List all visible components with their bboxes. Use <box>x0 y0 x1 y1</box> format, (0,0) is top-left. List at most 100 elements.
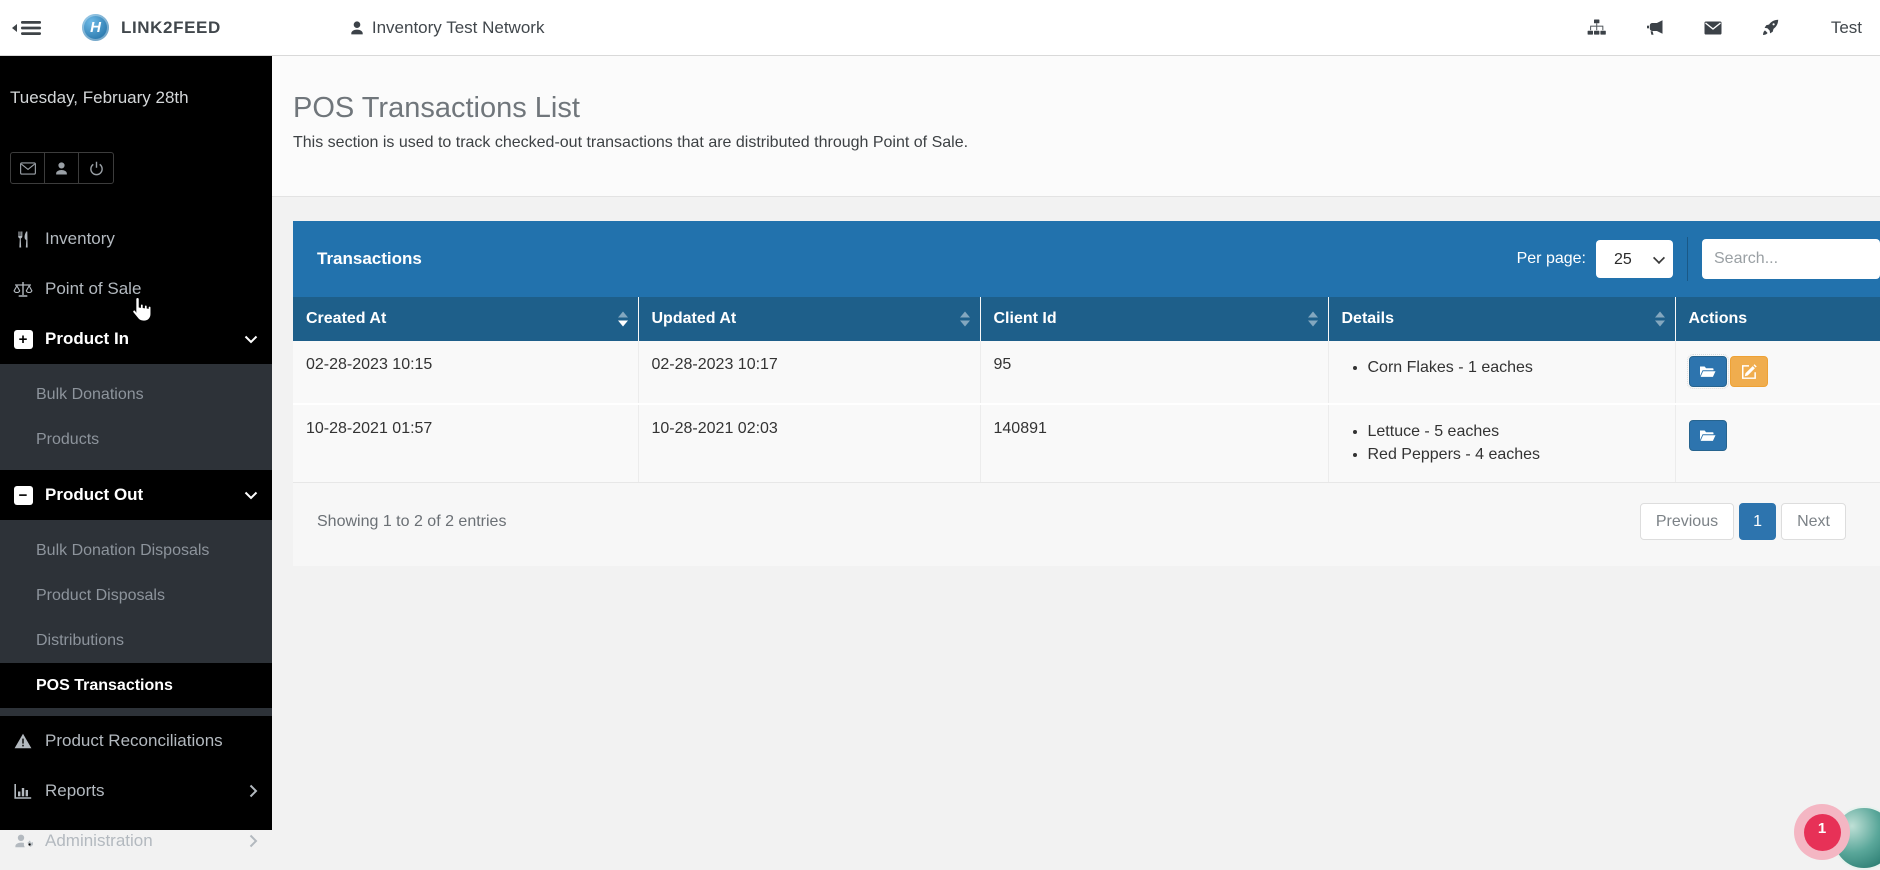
brand-name: LINK2FEED <box>121 17 221 37</box>
sidebar-item-product-disposals[interactable]: Product Disposals <box>36 586 165 604</box>
chevron-right-icon <box>249 834 258 848</box>
sidebar-item-label: Product Out <box>45 485 144 504</box>
chevron-down-icon <box>244 491 258 500</box>
view-transaction-button[interactable] <box>1686 354 1729 389</box>
sort-arrows-icon <box>959 311 970 327</box>
chevron-down-icon <box>244 335 258 344</box>
cell-client-id: 140891 <box>979 404 1328 484</box>
header-divider <box>1687 237 1688 281</box>
cell-actions <box>1674 341 1880 405</box>
logout-button[interactable] <box>79 153 113 183</box>
view-transaction-button[interactable] <box>1688 420 1727 451</box>
cell-created-at: 10-28-2021 01:57 <box>293 404 638 484</box>
pagination-previous-button[interactable]: Previous <box>1639 503 1735 541</box>
page-header: POS Transactions List This section is us… <box>272 56 1880 197</box>
column-label: Details <box>1341 310 1394 327</box>
network-selector[interactable]: Inventory Test Network <box>349 17 545 38</box>
cell-actions <box>1674 404 1880 484</box>
user-icon <box>56 161 67 174</box>
detail-item: Corn Flakes - 1 eaches <box>1368 356 1663 379</box>
brand[interactable]: H LINK2FEED <box>82 14 221 41</box>
bullhorn-icon[interactable] <box>1646 19 1664 36</box>
pagination-page-1-button[interactable]: 1 <box>1739 503 1777 541</box>
sidebar-item-reports[interactable]: Reports <box>0 766 272 816</box>
detail-item: Red Peppers - 4 eaches <box>1368 443 1663 466</box>
sidebar-item-product-reconciliations[interactable]: Product Reconciliations <box>0 716 272 766</box>
pagination-next-button[interactable]: Next <box>1781 503 1846 541</box>
product-in-submenu: Bulk Donations Products <box>0 364 272 470</box>
profile-button[interactable] <box>45 153 79 183</box>
page-title: POS Transactions List <box>293 92 580 124</box>
sidebar-item-product-out[interactable]: − Product Out <box>0 470 272 520</box>
search-input[interactable] <box>1702 239 1880 279</box>
sort-arrows-icon <box>1654 311 1665 327</box>
sidebar-item-bulk-donations[interactable]: Bulk Donations <box>36 385 144 403</box>
sidebar-item-products[interactable]: Products <box>36 430 100 448</box>
power-icon <box>89 161 103 175</box>
per-page-select[interactable]: 25 <box>1596 240 1673 278</box>
detail-item: Lettuce - 5 eaches <box>1368 420 1663 443</box>
per-page-select-wrap: 25 <box>1596 240 1673 278</box>
folder-open-icon <box>1700 366 1716 377</box>
sidebar-toggle-button[interactable] <box>12 19 44 37</box>
sidebar-item-inventory[interactable]: Inventory <box>0 214 272 264</box>
top-bar: H LINK2FEED Inventory Test Network <box>0 0 1880 56</box>
user-menu[interactable]: Test <box>1830 17 1862 37</box>
sidebar-item-point-of-sale[interactable]: Point of Sale <box>0 264 272 314</box>
warning-triangle-icon <box>10 733 36 749</box>
sidebar-item-administration[interactable]: Administration <box>0 816 272 866</box>
showing-entries-text: Showing 1 to 2 of 2 entries <box>317 512 507 530</box>
sort-arrows-icon <box>617 311 628 327</box>
sidebar-nav: Inventory Point of Sale + Product In <box>0 214 272 866</box>
panel-title: Transactions <box>317 249 422 268</box>
cell-updated-at: 02-28-2023 10:17 <box>637 341 980 405</box>
sidebar-item-product-in[interactable]: + Product In <box>0 314 272 364</box>
cell-updated-at: 10-28-2021 02:03 <box>637 404 980 484</box>
pagination: Previous 1 Next <box>1635 503 1846 541</box>
messages-button[interactable] <box>11 153 45 183</box>
edit-transaction-button[interactable] <box>1729 356 1768 387</box>
column-label: Actions <box>1688 310 1748 327</box>
folder-open-icon <box>1700 430 1716 441</box>
edit-icon <box>1741 363 1757 379</box>
per-page-label: Per page: <box>1516 250 1586 267</box>
column-header-updated-at[interactable]: Updated At <box>637 297 980 341</box>
transactions-panel: Transactions Per page: 25 Created At Upda… <box>293 221 1880 567</box>
column-header-created-at[interactable]: Created At <box>293 297 638 341</box>
rocket-icon[interactable] <box>1762 19 1779 36</box>
link2feed-logo-icon: H <box>82 14 109 41</box>
sitemap-icon[interactable] <box>1587 19 1606 36</box>
topbar-actions: Test <box>1587 18 1862 38</box>
notification-badge[interactable]: 1 <box>1794 804 1850 860</box>
envelope-icon[interactable] <box>1704 21 1722 35</box>
sidebar-item-distributions[interactable]: Distributions <box>36 631 125 649</box>
sidebar-item-pos-transactions[interactable]: POS Transactions <box>0 663 272 708</box>
cell-client-id: 95 <box>979 341 1328 405</box>
plus-square-icon: + <box>10 329 36 349</box>
column-header-details[interactable]: Details <box>1327 297 1675 341</box>
notification-count: 1 <box>1803 813 1841 851</box>
hamburger-icon <box>12 20 41 35</box>
user-icon <box>351 20 363 34</box>
network-name: Inventory Test Network <box>371 17 545 37</box>
transactions-table: Created At Updated At Client Id Details Acti… <box>293 297 1880 484</box>
page-description: This section is used to track checked-ou… <box>293 134 969 151</box>
sidebar-quick-actions <box>10 152 114 184</box>
bar-chart-icon <box>10 783 36 799</box>
column-label: Client Id <box>993 310 1057 327</box>
sidebar: Tuesday, February 28th <box>0 56 272 850</box>
sidebar-item-label: Administration <box>45 831 153 850</box>
product-out-submenu: Bulk Donation Disposals Product Disposal… <box>0 520 272 716</box>
cell-details: Lettuce - 5 eachesRed Peppers - 4 eaches <box>1327 404 1675 484</box>
cell-created-at: 02-28-2023 10:15 <box>293 341 638 405</box>
sidebar-item-label: Product In <box>45 329 130 348</box>
sidebar-item-label: Reports <box>45 781 105 800</box>
column-header-client-id[interactable]: Client Id <box>979 297 1328 341</box>
sidebar-item-bulk-donation-disposals[interactable]: Bulk Donation Disposals <box>36 541 210 559</box>
column-label: Created At <box>306 310 387 327</box>
sidebar-date: Tuesday, February 28th <box>10 88 189 107</box>
column-label: Updated At <box>651 310 737 327</box>
utensils-icon <box>10 231 36 248</box>
